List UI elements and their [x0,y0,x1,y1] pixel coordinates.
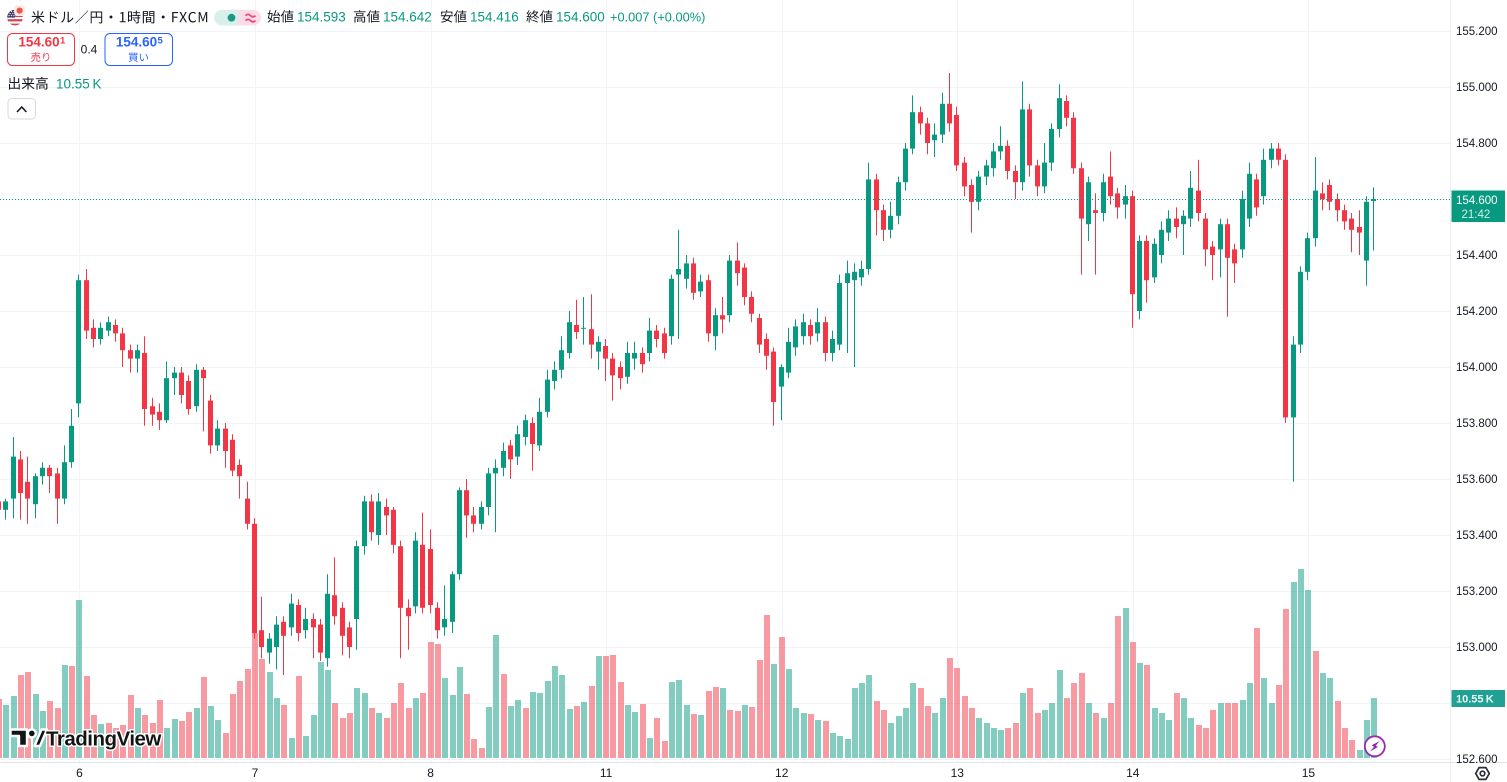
svg-text:12: 12 [775,766,789,780]
svg-text:11: 11 [600,766,613,780]
svg-text:8: 8 [427,766,434,780]
svg-text:13: 13 [951,766,965,780]
svg-text:152.600: 152.600 [1456,754,1498,766]
svg-text:5: 5 [158,36,164,47]
svg-text:6: 6 [76,766,83,780]
svg-text:154.416: 154.416 [470,10,519,25]
svg-text:153.600: 153.600 [1456,474,1498,486]
svg-text:153.400: 153.400 [1456,530,1498,542]
svg-text:154.800: 154.800 [1456,138,1498,150]
svg-text:21:42: 21:42 [1462,209,1491,221]
svg-text:155.200: 155.200 [1456,26,1498,38]
svg-text:14: 14 [1126,766,1140,780]
svg-text:153.800: 153.800 [1456,418,1498,430]
svg-text:154.600: 154.600 [556,10,605,25]
svg-text:153.000: 153.000 [1456,642,1498,654]
svg-text:154.60: 154.60 [18,35,59,50]
svg-text:10.55 K: 10.55 K [1456,694,1494,706]
svg-text:15: 15 [1302,766,1316,780]
svg-text:153.200: 153.200 [1456,586,1498,598]
svg-text:+0.007 (+0.00%): +0.007 (+0.00%) [610,10,705,25]
svg-text:155.000: 155.000 [1456,82,1498,94]
svg-text:154.600: 154.600 [1456,195,1498,207]
svg-text:154.400: 154.400 [1456,250,1498,262]
svg-text:10.55 K: 10.55 K [56,77,102,92]
svg-text:1: 1 [60,36,66,47]
svg-text:154.642: 154.642 [383,10,432,25]
svg-text:154.200: 154.200 [1456,306,1498,318]
svg-text:154.60: 154.60 [116,35,157,50]
svg-text:0.4: 0.4 [81,43,98,57]
svg-text:TradingView: TradingView [46,728,161,751]
svg-text:7: 7 [252,766,259,780]
svg-text:154.593: 154.593 [297,10,346,25]
svg-text:154.000: 154.000 [1456,362,1498,374]
